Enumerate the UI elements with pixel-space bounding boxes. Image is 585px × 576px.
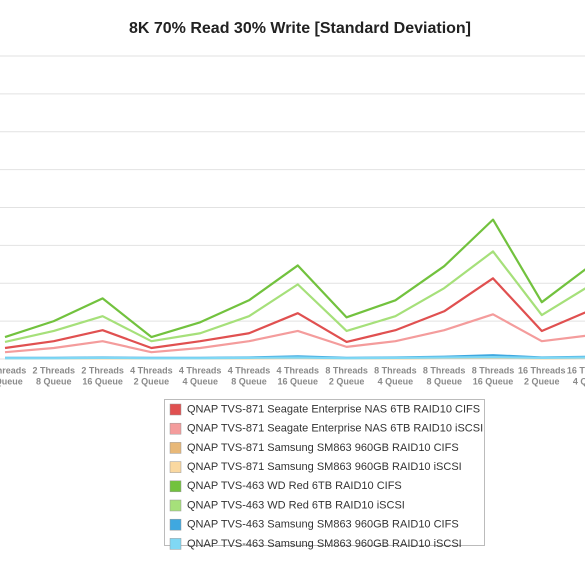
legend-label: QNAP TVS-871 Samsung SM863 960GB RAID10 … — [187, 461, 462, 473]
x-tick-label: 2 Queue — [329, 376, 365, 386]
x-tick-label: 2 Queue — [134, 376, 170, 386]
legend-swatch — [169, 461, 182, 473]
x-tick-label: 16 Queue — [278, 376, 319, 386]
x-tick-label: 8 Queue — [36, 376, 72, 386]
series-line — [4, 313, 585, 354]
x-tick-label: 2 Queue — [524, 376, 560, 386]
chart-title: 8K 70% Read 30% Write [Standard Deviatio… — [129, 20, 471, 37]
legend-label: QNAP TVS-871 Samsung SM863 960GB RAID10 … — [187, 442, 459, 454]
x-tick-label: 16 Queue — [82, 376, 123, 386]
x-tick-label: 4 Threads — [277, 365, 320, 375]
series-line — [4, 250, 585, 344]
x-tick-label: 4 Queue — [182, 376, 218, 386]
x-tick-label: 16 Queue — [473, 376, 514, 386]
x-tick-label: 4 Queue — [0, 376, 23, 386]
x-tick-label: 2 Threads — [0, 365, 26, 375]
x-tick-label: 16 Threads — [518, 365, 566, 375]
x-tick-label: 16 Threads — [567, 365, 585, 375]
legend-box — [164, 399, 485, 546]
x-tick-label: 8 Queue — [231, 376, 267, 386]
series-line — [4, 277, 585, 350]
legend-swatch — [169, 518, 182, 531]
x-tick-label: 2 Threads — [81, 365, 124, 375]
x-tick-label: 8 Threads — [423, 365, 466, 375]
legend-swatch — [169, 538, 182, 550]
legend-label: QNAP TVS-871 Seagate Enterprise NAS 6TB … — [187, 403, 480, 415]
x-tick-label: 2 Threads — [33, 365, 76, 375]
legend-swatch — [169, 499, 182, 512]
legend-label: QNAP TVS-463 Samsung SM863 960GB RAID10 … — [187, 538, 462, 550]
x-tick-label: 4 Queue — [573, 376, 585, 386]
legend-swatch — [169, 480, 182, 493]
legend-label: QNAP TVS-463 Samsung SM863 960GB RAID10 … — [187, 519, 459, 531]
series-line — [4, 218, 585, 339]
x-tick-label: 4 Threads — [130, 365, 173, 375]
x-tick-label: 8 Threads — [374, 365, 417, 375]
legend-label: QNAP TVS-463 WD Red 6TB RAID10 CIFS — [187, 480, 402, 492]
x-tick-label: 4 Threads — [228, 365, 271, 375]
x-tick-label: 8 Threads — [472, 365, 515, 375]
legend-swatch — [169, 442, 182, 454]
legend-swatch — [169, 403, 182, 416]
legend-label: QNAP TVS-463 WD Red 6TB RAID10 iSCSI — [187, 499, 405, 511]
x-tick-label: 4 Threads — [179, 365, 222, 375]
x-tick-label: 4 Queue — [378, 376, 414, 386]
legend-swatch — [169, 422, 182, 435]
legend-label: QNAP TVS-871 Seagate Enterprise NAS 6TB … — [187, 423, 483, 435]
x-tick-label: 8 Threads — [325, 365, 368, 375]
series-line — [5, 356, 585, 360]
x-tick-label: 8 Queue — [426, 376, 462, 386]
